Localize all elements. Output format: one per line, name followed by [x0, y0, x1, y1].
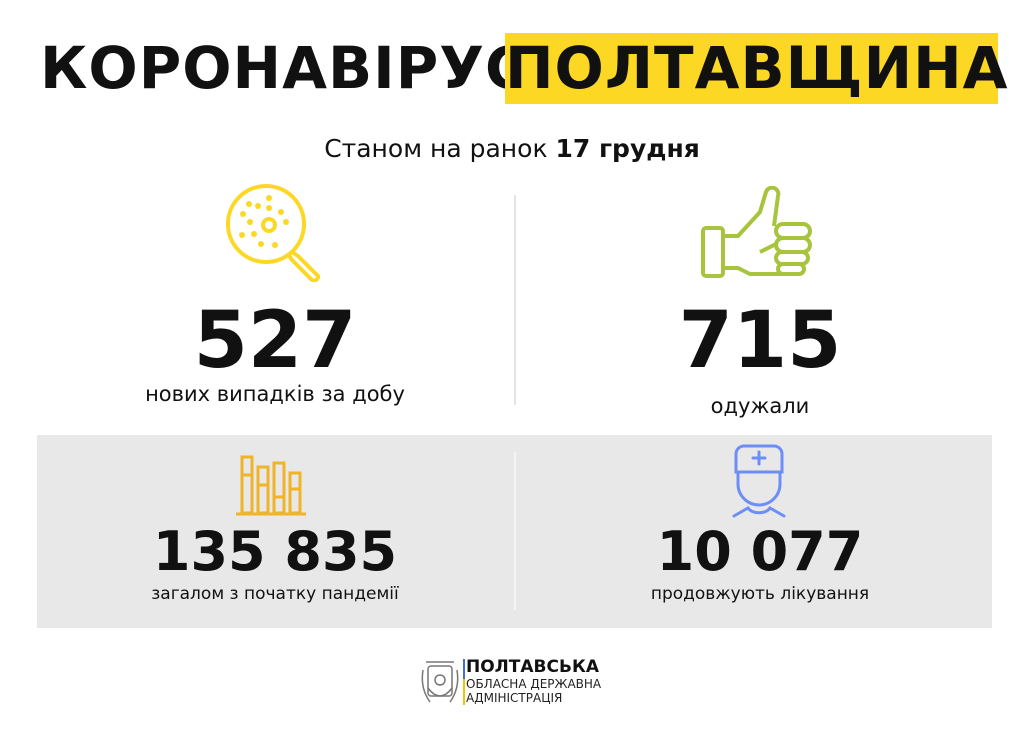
new-cases-label: нових випадків за добу: [145, 382, 405, 406]
flag-stripe-yellow: [463, 679, 465, 705]
divider: [514, 452, 516, 610]
divider: [514, 195, 516, 405]
title-right: ПОЛТАВЩИНА: [505, 33, 1009, 104]
subtitle-date: 17 грудня: [555, 134, 700, 163]
logo-text: ПОЛТАВСЬКА ОБЛАСНА ДЕРЖАВНА АДМІНІСТРАЦІ…: [466, 657, 602, 706]
recovered-value: 715: [678, 296, 842, 386]
recovered-label: одужали: [710, 394, 810, 418]
doctor-icon: [732, 444, 786, 518]
title-left: КОРОНАВІРУС.: [40, 34, 552, 102]
total-cases-value: 135 835: [152, 520, 398, 583]
total-cases-label: загалом з початку пандемії: [151, 584, 399, 604]
under-treatment-value: 10 077: [656, 520, 864, 583]
subtitle-prefix: Станом на ранок: [324, 134, 548, 163]
bar-chart-icon: [236, 455, 306, 516]
thumbs-up-icon: [701, 186, 812, 278]
coat-of-arms-logo: [421, 661, 459, 703]
virus-magnifier-icon: [226, 184, 320, 282]
subtitle: Станом на ранок 17 грудня: [0, 134, 1024, 163]
under-treatment-label: продовжують лікування: [650, 584, 870, 604]
new-cases-value: 527: [193, 296, 357, 386]
logo-line2: ОБЛАСНА ДЕРЖАВНА: [466, 677, 602, 691]
logo-line1: ПОЛТАВСЬКА: [466, 657, 599, 677]
flag-stripe-blue: [463, 659, 465, 679]
logo-line3: АДМІНІСТРАЦІЯ: [466, 691, 563, 705]
